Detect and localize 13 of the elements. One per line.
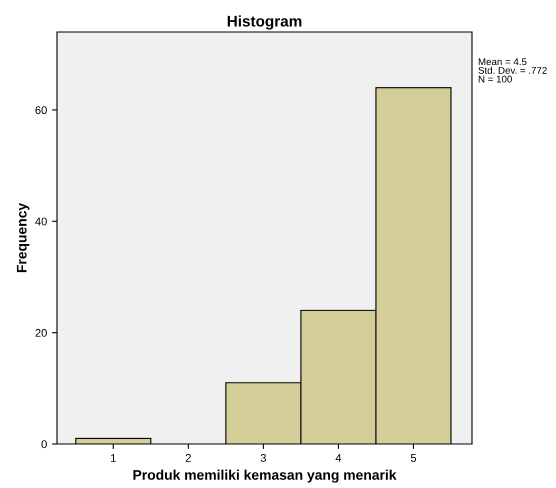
- x-tick-label: 2: [186, 454, 191, 462]
- x-tick-label: 4: [336, 454, 342, 462]
- y-tick-label: 40: [35, 218, 47, 226]
- y-tick-label: 20: [35, 328, 47, 337]
- x-tick-label: 5: [410, 454, 416, 462]
- x-axis-title: Produk memiliki kemasan yang menarik: [133, 470, 397, 483]
- x-tick-label: 1: [111, 454, 116, 462]
- y-axis-title: Frequency: [16, 202, 30, 272]
- x-tick-label: 3: [260, 454, 266, 462]
- y-tick-label: 0: [42, 440, 47, 448]
- y-tick-label: 60: [35, 106, 47, 114]
- chart-title: Histogram: [228, 15, 302, 30]
- text: Mean = 4.5 Std. Dev. = .772 N = 100: [478, 58, 547, 83]
